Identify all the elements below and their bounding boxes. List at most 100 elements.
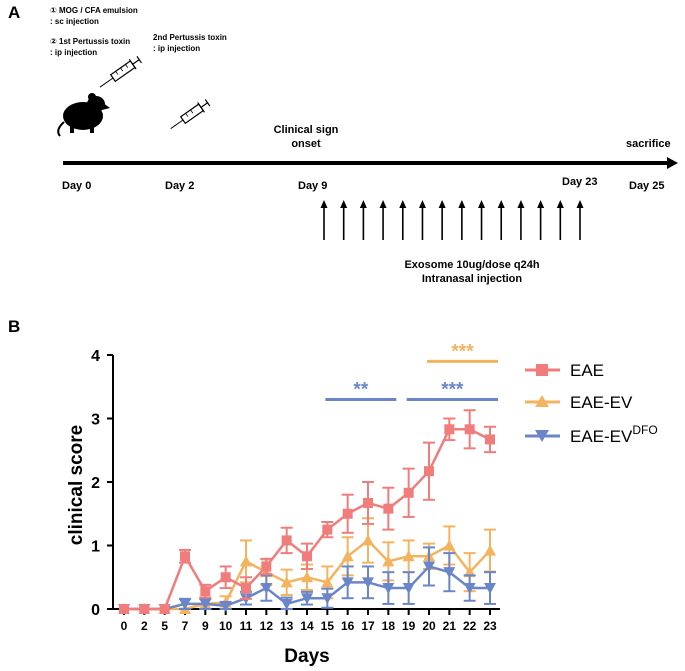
data-point	[301, 571, 313, 583]
syringe-icon	[170, 99, 211, 130]
panel-b-label: B	[8, 317, 20, 336]
x-tick-label: 16	[341, 619, 355, 633]
x-tick-label: 18	[382, 619, 396, 633]
mouse-icon	[57, 93, 110, 137]
x-tick-label: 22	[463, 619, 477, 633]
dose-arrow	[517, 200, 525, 240]
sacrifice-label: sacrifice	[626, 138, 671, 150]
data-point	[280, 576, 293, 588]
data-point	[219, 600, 232, 612]
dose-arrow	[379, 200, 387, 240]
x-tick-label: 9	[202, 619, 209, 633]
dose-arrow	[399, 200, 407, 240]
dose-arrow	[556, 200, 564, 240]
timeline-arrowhead	[667, 157, 678, 169]
data-point	[302, 551, 312, 562]
data-point	[240, 555, 252, 567]
data-point	[280, 598, 293, 610]
legend-label-superscript: DFO	[632, 423, 657, 437]
data-point	[362, 534, 374, 546]
legend-marker-triangle-up	[535, 395, 549, 407]
data-point	[321, 593, 334, 605]
data-point	[485, 434, 495, 445]
day9-label: Day 9	[298, 180, 327, 192]
dose-arrow	[320, 200, 328, 240]
series-layer	[118, 409, 496, 615]
data-point	[241, 583, 251, 594]
data-point	[402, 583, 415, 595]
data-point	[261, 561, 272, 572]
x-tick-label: 5	[161, 619, 168, 633]
dose-arrow	[576, 200, 584, 240]
data-point	[199, 598, 212, 610]
onset-line1: Clinical sign	[274, 124, 339, 136]
dose-arrow	[438, 200, 446, 240]
data-point	[443, 539, 456, 551]
syringe-icon	[99, 56, 142, 88]
x-tick-label: 11	[240, 619, 253, 633]
data-point	[383, 503, 394, 514]
y-tick-label: 2	[91, 475, 100, 492]
data-point	[260, 583, 273, 595]
data-point	[322, 524, 333, 535]
x-tick-label: 21	[443, 619, 457, 633]
legend-item-eae: EAE	[525, 361, 604, 380]
significance-stars: ***	[441, 379, 464, 400]
x-axis-label: Days	[284, 646, 329, 667]
x-tick-label: 7	[182, 619, 189, 633]
legend-label-eae-ev-dfo-base: EAE-EV	[570, 427, 633, 446]
data-point	[382, 583, 395, 595]
data-point	[179, 598, 191, 610]
x-tick-label: 10	[219, 619, 233, 633]
legend-label-eae-ev: EAE-EV	[570, 393, 633, 412]
step2-line1: ② 1st Pertussis toxin	[50, 37, 130, 46]
dose-arrows	[320, 200, 584, 240]
data-point	[363, 497, 373, 508]
step1-line1: ① MOG / CFA emulsion	[50, 6, 138, 15]
data-point	[159, 604, 170, 614]
legend-marker-triangle-down	[535, 430, 549, 442]
data-point	[444, 424, 455, 435]
dose-arrow	[458, 200, 466, 240]
data-point	[301, 593, 313, 605]
dose-arrow	[497, 200, 505, 240]
y-tick-label: 3	[91, 412, 100, 429]
legend-label-eae-ev-dfo: EAE-EVDFO	[570, 423, 658, 446]
x-tick-label: 23	[483, 619, 497, 633]
data-point	[423, 561, 435, 573]
data-point	[220, 572, 231, 583]
y-ticks: 0 1 2 3 4	[91, 348, 113, 619]
data-point	[342, 508, 353, 519]
data-point	[484, 583, 496, 595]
day2-label: Day 2	[165, 180, 194, 192]
data-point	[463, 583, 476, 595]
day23-label: Day 23	[562, 176, 597, 188]
data-point	[341, 550, 354, 562]
legend: EAE EAE-EV EAE-EVDFO	[525, 361, 658, 446]
data-point	[180, 551, 190, 562]
y-axis-label: clinical score	[66, 425, 87, 545]
data-point	[200, 586, 211, 597]
day25-label: Day 25	[629, 180, 664, 192]
dose-arrow	[418, 200, 426, 240]
treatment-line1: Exosome 10ug/dose q24h	[404, 259, 539, 271]
dose-arrow	[478, 200, 486, 240]
data-point	[464, 424, 475, 435]
data-point	[484, 544, 496, 556]
significance-stars: ***	[451, 341, 474, 362]
data-point	[341, 577, 354, 589]
day0-label: Day 0	[62, 180, 91, 192]
data-point	[443, 567, 456, 579]
data-point	[382, 555, 395, 567]
data-point	[321, 576, 334, 588]
data-point	[424, 466, 434, 477]
dose-arrow	[359, 200, 367, 240]
x-tick-label: 13	[280, 619, 294, 633]
x-ticks: 0 2 5 7 9 10 11 12 13 14 15 16 17 18 19 20 21 22 23	[121, 609, 497, 633]
x-tick-label: 2	[141, 619, 148, 633]
data-point	[362, 577, 374, 589]
panel-a-label: A	[8, 3, 20, 22]
x-tick-label: 20	[422, 619, 436, 633]
